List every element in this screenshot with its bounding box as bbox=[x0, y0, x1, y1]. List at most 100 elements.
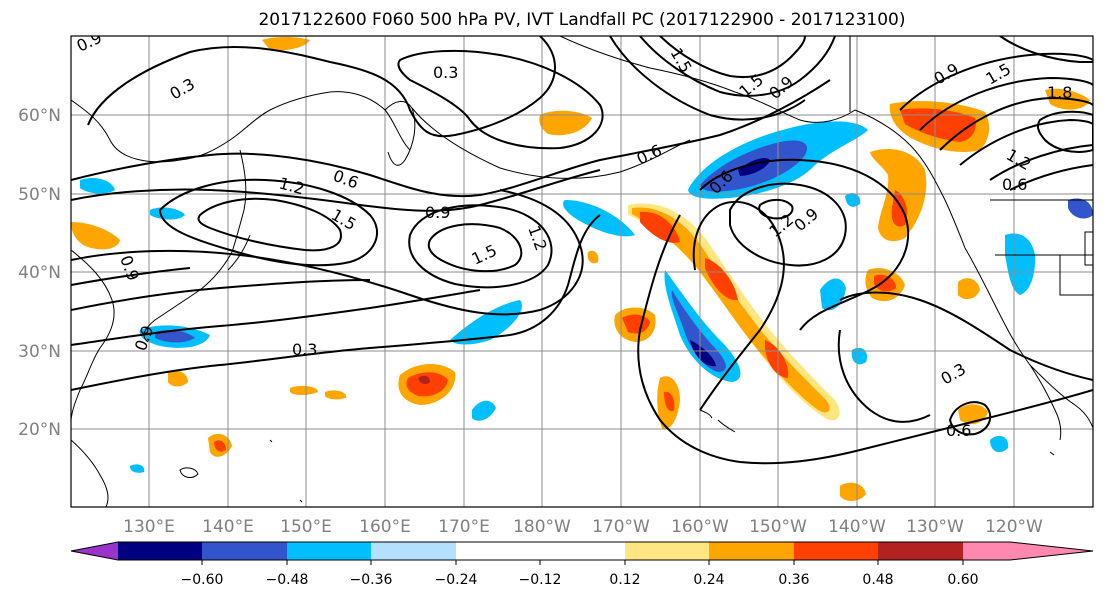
plot-title: 2017122600 F060 500 hPa PV, IVT Landfall… bbox=[258, 10, 905, 30]
pv-contours bbox=[71, 36, 1093, 465]
lon-label: 120°W bbox=[985, 517, 1043, 537]
colorbar-tick-label: −0.48 bbox=[266, 572, 309, 588]
pos-patch-small-a bbox=[168, 370, 188, 387]
contour-1.5-center bbox=[427, 223, 523, 273]
lon-label: 130°E bbox=[123, 517, 175, 537]
contour-east-high5 bbox=[989, 144, 1093, 181]
colorbar-ticks bbox=[201, 560, 964, 565]
contour-0.3-east bbox=[839, 291, 1093, 381]
pos-patch-kamchatka bbox=[262, 37, 310, 51]
neg-patch-asia-north bbox=[80, 178, 115, 194]
colorbar-extend-low bbox=[71, 542, 118, 560]
pos-patch-aleut bbox=[539, 110, 592, 136]
pos-patch-small-c bbox=[840, 482, 866, 501]
colorbar-tick-label: −0.60 bbox=[181, 572, 224, 588]
lat-label: 30°N bbox=[18, 342, 61, 362]
contour-0.9-mid bbox=[71, 169, 601, 212]
contour-0.3-eastsouth bbox=[837, 329, 931, 423]
lon-label: 180°W bbox=[513, 517, 571, 537]
colorbar-segment bbox=[794, 542, 878, 560]
colorbar-tick-label: −0.24 bbox=[435, 572, 478, 588]
colorbar-segment bbox=[540, 542, 625, 560]
lat-label: 40°N bbox=[18, 263, 61, 283]
colorbar-segment bbox=[878, 542, 963, 560]
contour-label: 0.6 bbox=[946, 421, 971, 440]
contour-1.5-west bbox=[197, 197, 342, 252]
contour-alaska-low-inner bbox=[758, 198, 794, 220]
pos-patch-ar-core3 bbox=[765, 340, 789, 378]
contour-east-high4 bbox=[959, 118, 1093, 166]
colorbar-tick-label: 0.60 bbox=[947, 572, 978, 588]
pos-patch-ar-core2 bbox=[705, 258, 738, 301]
colorbar-tick-label: −0.12 bbox=[519, 572, 562, 588]
contour-label: 0.9 bbox=[425, 203, 450, 222]
contour-ridge-ne2 bbox=[659, 36, 806, 78]
colorbar-segment bbox=[202, 542, 287, 560]
neg-patch-west-pacific bbox=[450, 300, 522, 345]
colorbar-segment bbox=[287, 542, 371, 560]
neg-patch-subtropical-deep bbox=[690, 340, 716, 367]
colorbar-tick-label: 0.12 bbox=[609, 572, 640, 588]
contour-0.6-south bbox=[71, 279, 371, 311]
gridlines bbox=[71, 36, 1093, 507]
lon-labels: 130°E 140°E 150°E 160°E 170°E 180°W 170°… bbox=[123, 517, 1043, 537]
contour-0.3-north2 bbox=[397, 49, 604, 150]
contour-far-east-edge bbox=[999, 36, 1093, 63]
contour-label: 1.8 bbox=[1047, 83, 1072, 102]
contour-label: 0.3 bbox=[433, 63, 458, 82]
coastlines bbox=[71, 36, 1093, 507]
contour-0.3-south bbox=[71, 214, 601, 391]
colorbar-extend-high bbox=[963, 542, 1093, 560]
lon-label: 170°E bbox=[438, 517, 490, 537]
contour-0.6-se bbox=[948, 401, 992, 436]
contour-ridge-ne1 bbox=[639, 36, 836, 97]
pos-patch-small-f bbox=[325, 390, 347, 400]
lat-label: 60°N bbox=[18, 106, 61, 126]
contour-1.2-center bbox=[408, 204, 553, 289]
pos-patch-baja bbox=[958, 278, 980, 300]
contour-upper-trough2 bbox=[692, 200, 785, 411]
pos-patch-small-d bbox=[587, 250, 599, 264]
lon-label: 160°E bbox=[359, 517, 411, 537]
colorbar: −0.60 −0.48 −0.36 −0.24 −0.12 0.12 0.24 … bbox=[70, 541, 1094, 588]
colorbar-tick-label: 0.36 bbox=[778, 572, 809, 588]
neg-patch-japan-core bbox=[155, 330, 195, 343]
contour-alaska-low bbox=[729, 182, 847, 267]
contour-label: 0.6 bbox=[1002, 175, 1027, 194]
map-border bbox=[70, 35, 1094, 508]
colorbar-tick-label: 0.24 bbox=[693, 572, 724, 588]
neg-patch-small2 bbox=[845, 193, 861, 207]
contour-east-high2 bbox=[919, 76, 1093, 131]
contour-east-core bbox=[1036, 110, 1093, 153]
neg-patch-se-pacific bbox=[990, 435, 1009, 453]
contour-east-high3 bbox=[939, 96, 1093, 151]
contour-0.3-north bbox=[87, 36, 556, 138]
contour-east-high6 bbox=[1009, 164, 1093, 191]
colorbar-outline bbox=[70, 541, 1094, 561]
lon-label: 150°E bbox=[280, 517, 332, 537]
colorbar-segment bbox=[625, 542, 709, 560]
shading-layer bbox=[71, 37, 1093, 501]
contour-label: 0.3 bbox=[292, 340, 317, 359]
pos-patch-south1-core bbox=[664, 391, 675, 412]
colorbar-segment bbox=[118, 542, 202, 560]
colorbar-segment bbox=[709, 542, 794, 560]
pos-patch-bc-core bbox=[900, 108, 976, 142]
neg-patch-subtropical bbox=[664, 270, 741, 382]
neg-patch-canada bbox=[1068, 198, 1093, 219]
lat-label: 20°N bbox=[18, 420, 61, 440]
contour-0.6-mid bbox=[71, 79, 831, 198]
pos-patch-west-pacific-deep bbox=[418, 375, 430, 385]
contour-1.2-west bbox=[158, 178, 379, 267]
pos-patch-small-b-core bbox=[214, 440, 226, 452]
pos-patch-small-e bbox=[290, 385, 318, 395]
neg-patch-hawaii-west bbox=[472, 400, 496, 421]
pos-patch-east-blob-core bbox=[874, 274, 896, 292]
pos-patch-japan-sea bbox=[71, 222, 120, 250]
neg-patch-small3 bbox=[130, 464, 145, 473]
lon-label: 160°W bbox=[671, 517, 729, 537]
neg-patch-na-coast bbox=[1005, 233, 1036, 295]
colorbar-tick-label: 0.48 bbox=[862, 572, 893, 588]
neg-patch-east-pacific bbox=[820, 278, 846, 311]
